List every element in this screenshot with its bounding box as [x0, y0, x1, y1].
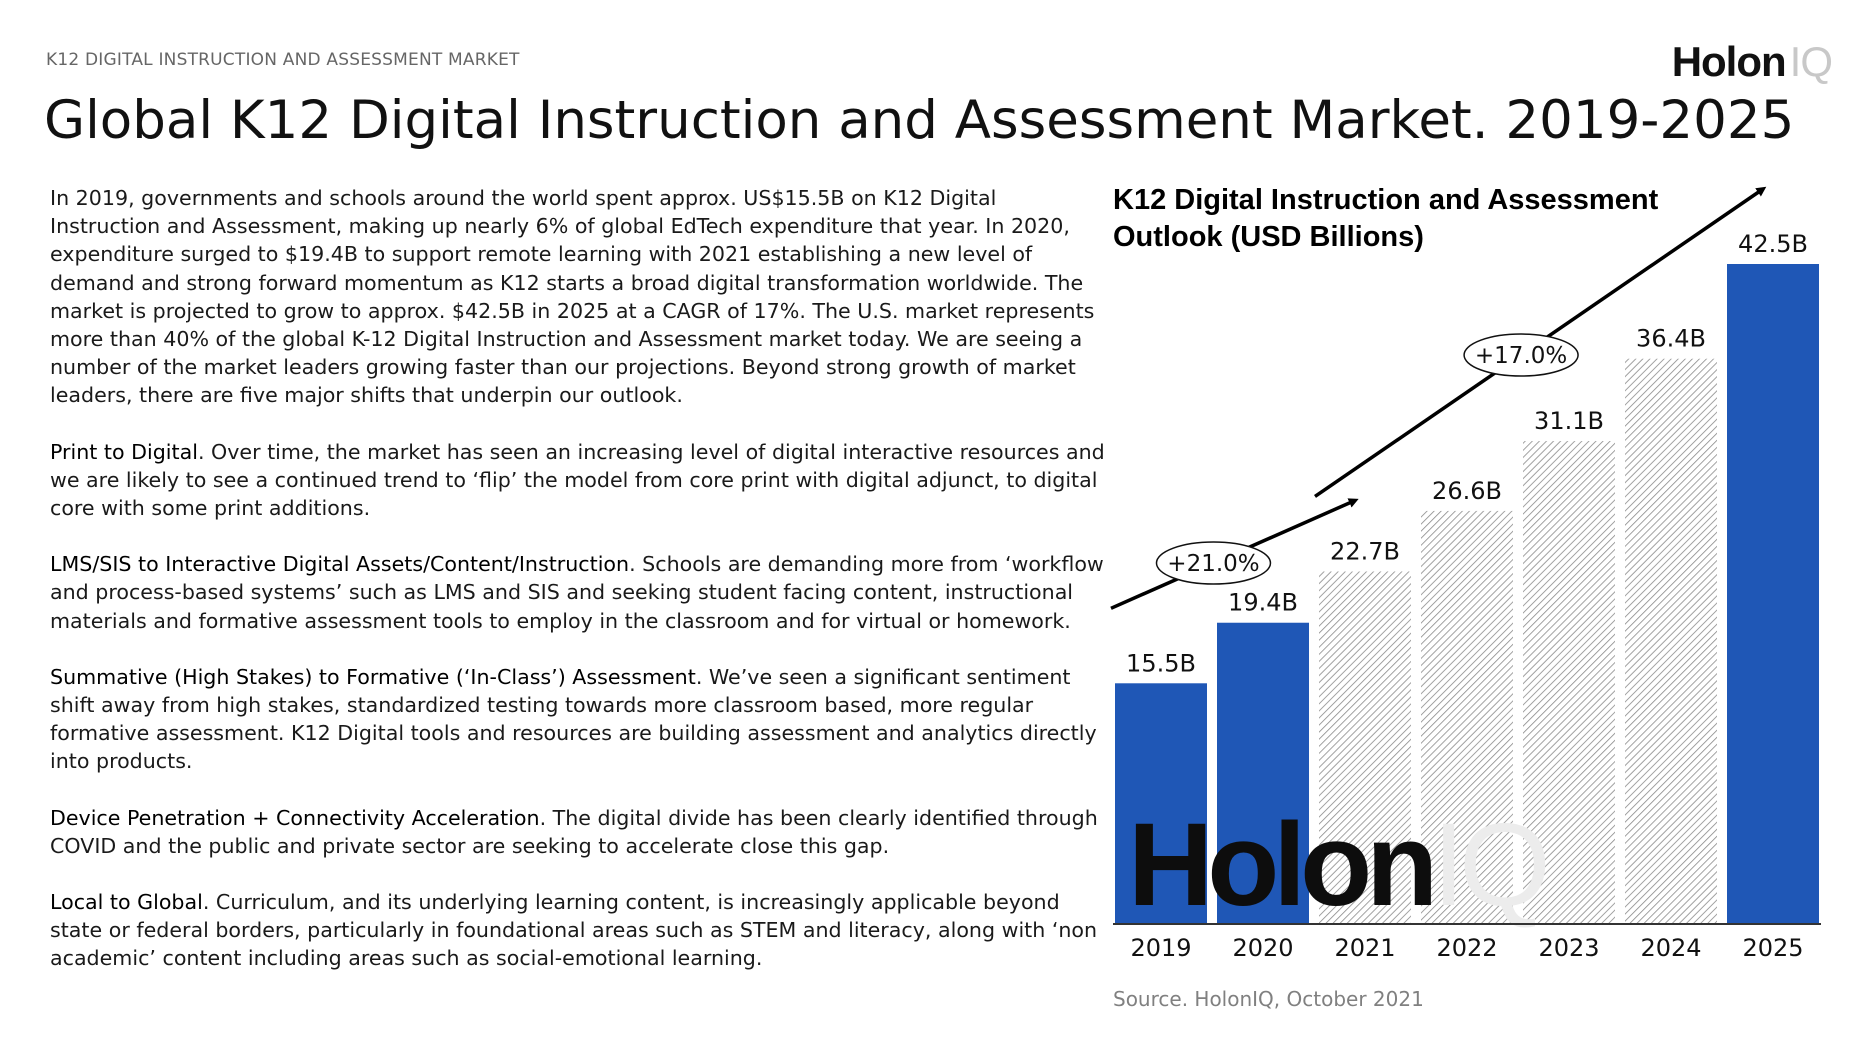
x-tick-label: 2020	[1232, 934, 1293, 962]
watermark-logo: HolonIQ	[1128, 799, 1546, 931]
growth-rate-label: +17.0%	[1475, 343, 1567, 369]
bar	[1319, 571, 1411, 924]
page-title: Global K12 Digital Instruction and Asses…	[44, 90, 1795, 151]
bar-value-label: 22.7B	[1330, 537, 1400, 565]
shift-description: . We’ve seen a significant sentiment shi…	[50, 664, 1097, 774]
body-text: In 2019, governments and schools around …	[50, 184, 1110, 1001]
shift-description: . Curriculum, and its underlying learnin…	[50, 890, 1098, 971]
x-tick-label: 2025	[1742, 934, 1803, 962]
shift-paragraph: Summative (High Stakes) to Formative (‘I…	[50, 663, 1110, 776]
holoniq-logo: HolonIQ	[1671, 38, 1833, 86]
intro-paragraph: In 2019, governments and schools around …	[50, 186, 1095, 408]
bar	[1523, 441, 1615, 924]
bar-value-label: 42.5B	[1738, 230, 1808, 258]
bar-value-label: 15.5B	[1126, 649, 1196, 677]
section-kicker: K12 DIGITAL INSTRUCTION AND ASSESSMENT M…	[46, 50, 520, 70]
bar	[1115, 683, 1207, 924]
shift-heading: Device Penetration + Connectivity Accele…	[50, 805, 540, 830]
shift-description: . Schools are demanding more from ‘workf…	[50, 552, 1104, 633]
shift-description: . Over time, the market has seen an incr…	[50, 439, 1105, 521]
shift-heading: Local to Global	[50, 890, 203, 915]
bar	[1625, 358, 1717, 925]
x-tick-label: 2022	[1436, 934, 1497, 962]
bar-value-label: 26.6B	[1432, 477, 1502, 505]
shift-paragraph: Print to Digital. Over time, the market …	[50, 438, 1110, 523]
bar	[1217, 622, 1309, 924]
bar-value-label: 36.4B	[1636, 325, 1706, 353]
bar	[1727, 264, 1819, 924]
watermark-holon: Holon	[1128, 799, 1432, 931]
shift-heading: Print to Digital	[50, 439, 198, 464]
growth-rate-badge	[1463, 333, 1579, 377]
chart-title-line: Outlook (USD Billions)	[1113, 221, 1424, 253]
chart-title-line: K12 Digital Instruction and Assessment	[1113, 184, 1659, 216]
growth-rate-badge	[1155, 541, 1272, 585]
shift-heading: LMS/SIS to Interactive Digital Assets/Co…	[50, 552, 630, 577]
watermark-iq: IQ	[1432, 799, 1546, 931]
logo-holon: Holon	[1671, 38, 1787, 85]
chart-title: K12 Digital Instruction and Assessment O…	[1113, 182, 1733, 256]
shift-description: . The digital divide has been clearly id…	[50, 805, 1098, 858]
bar-value-label: 31.1B	[1534, 407, 1604, 435]
growth-rate-label: +21.0%	[1167, 551, 1259, 577]
x-tick-label: 2023	[1538, 934, 1599, 962]
logo-iq: IQ	[1789, 38, 1833, 85]
source-note: Source. HolonIQ, October 2021	[1113, 987, 1424, 1011]
shift-heading: Summative (High Stakes) to Formative (‘I…	[50, 664, 696, 689]
x-tick-label: 2021	[1334, 934, 1395, 962]
shift-paragraph: LMS/SIS to Interactive Digital Assets/Co…	[50, 550, 1110, 635]
shift-paragraph: Device Penetration + Connectivity Accele…	[50, 804, 1110, 860]
shift-paragraph: Local to Global. Curriculum, and its und…	[50, 888, 1110, 973]
x-tick-label: 2019	[1130, 934, 1191, 962]
x-tick-label: 2024	[1640, 934, 1701, 962]
bar-value-label: 19.4B	[1228, 589, 1298, 617]
bar	[1421, 510, 1513, 924]
